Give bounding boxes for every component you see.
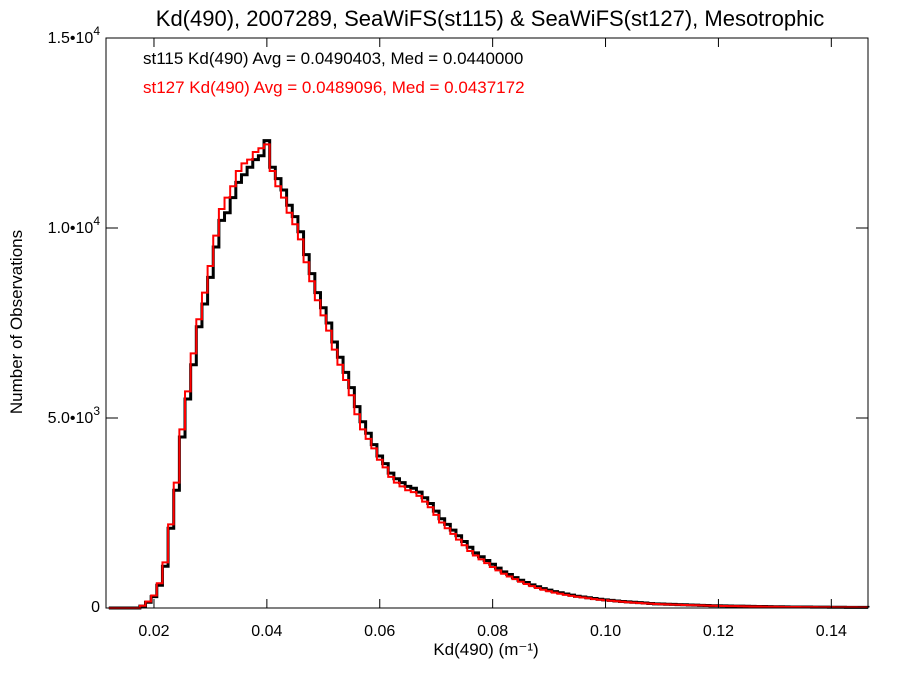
ticks-layer: 0.02 0.04 0.06 0.08 0.10 0.12 0.14 0 5.0•103 1.0•…	[48, 24, 868, 640]
y-tick-label: 1.5•104	[48, 24, 101, 47]
plot-frame	[105, 37, 869, 609]
x-tick-label: 0.10	[590, 623, 621, 640]
y-axis-label: Number of Observations	[7, 230, 26, 414]
chart-title: Kd(490), 2007289, SeaWiFS(st115) & SeaWi…	[156, 6, 824, 31]
series-line-st127	[108, 143, 868, 609]
legend-st115: st115 Kd(490) Avg = 0.0490403, Med = 0.0…	[143, 49, 523, 68]
series-line-st115	[108, 139, 870, 610]
y-tick-label: 0	[91, 599, 100, 616]
y-tick-label: 1.0•104	[48, 214, 101, 237]
x-tick-label: 0.14	[816, 623, 847, 640]
x-axis-label: Kd(490) (m⁻¹)	[433, 640, 538, 659]
x-tick-label: 0.06	[364, 623, 395, 640]
x-tick-label: 0.12	[703, 623, 734, 640]
x-tick-label: 0.04	[251, 623, 282, 640]
series-layer	[108, 139, 870, 610]
y-tick-label: 5.0•103	[48, 404, 101, 427]
legend-st127: st127 Kd(490) Avg = 0.0489096, Med = 0.0…	[143, 78, 525, 97]
x-tick-label: 0.08	[477, 623, 508, 640]
x-tick-label: 0.02	[138, 623, 169, 640]
